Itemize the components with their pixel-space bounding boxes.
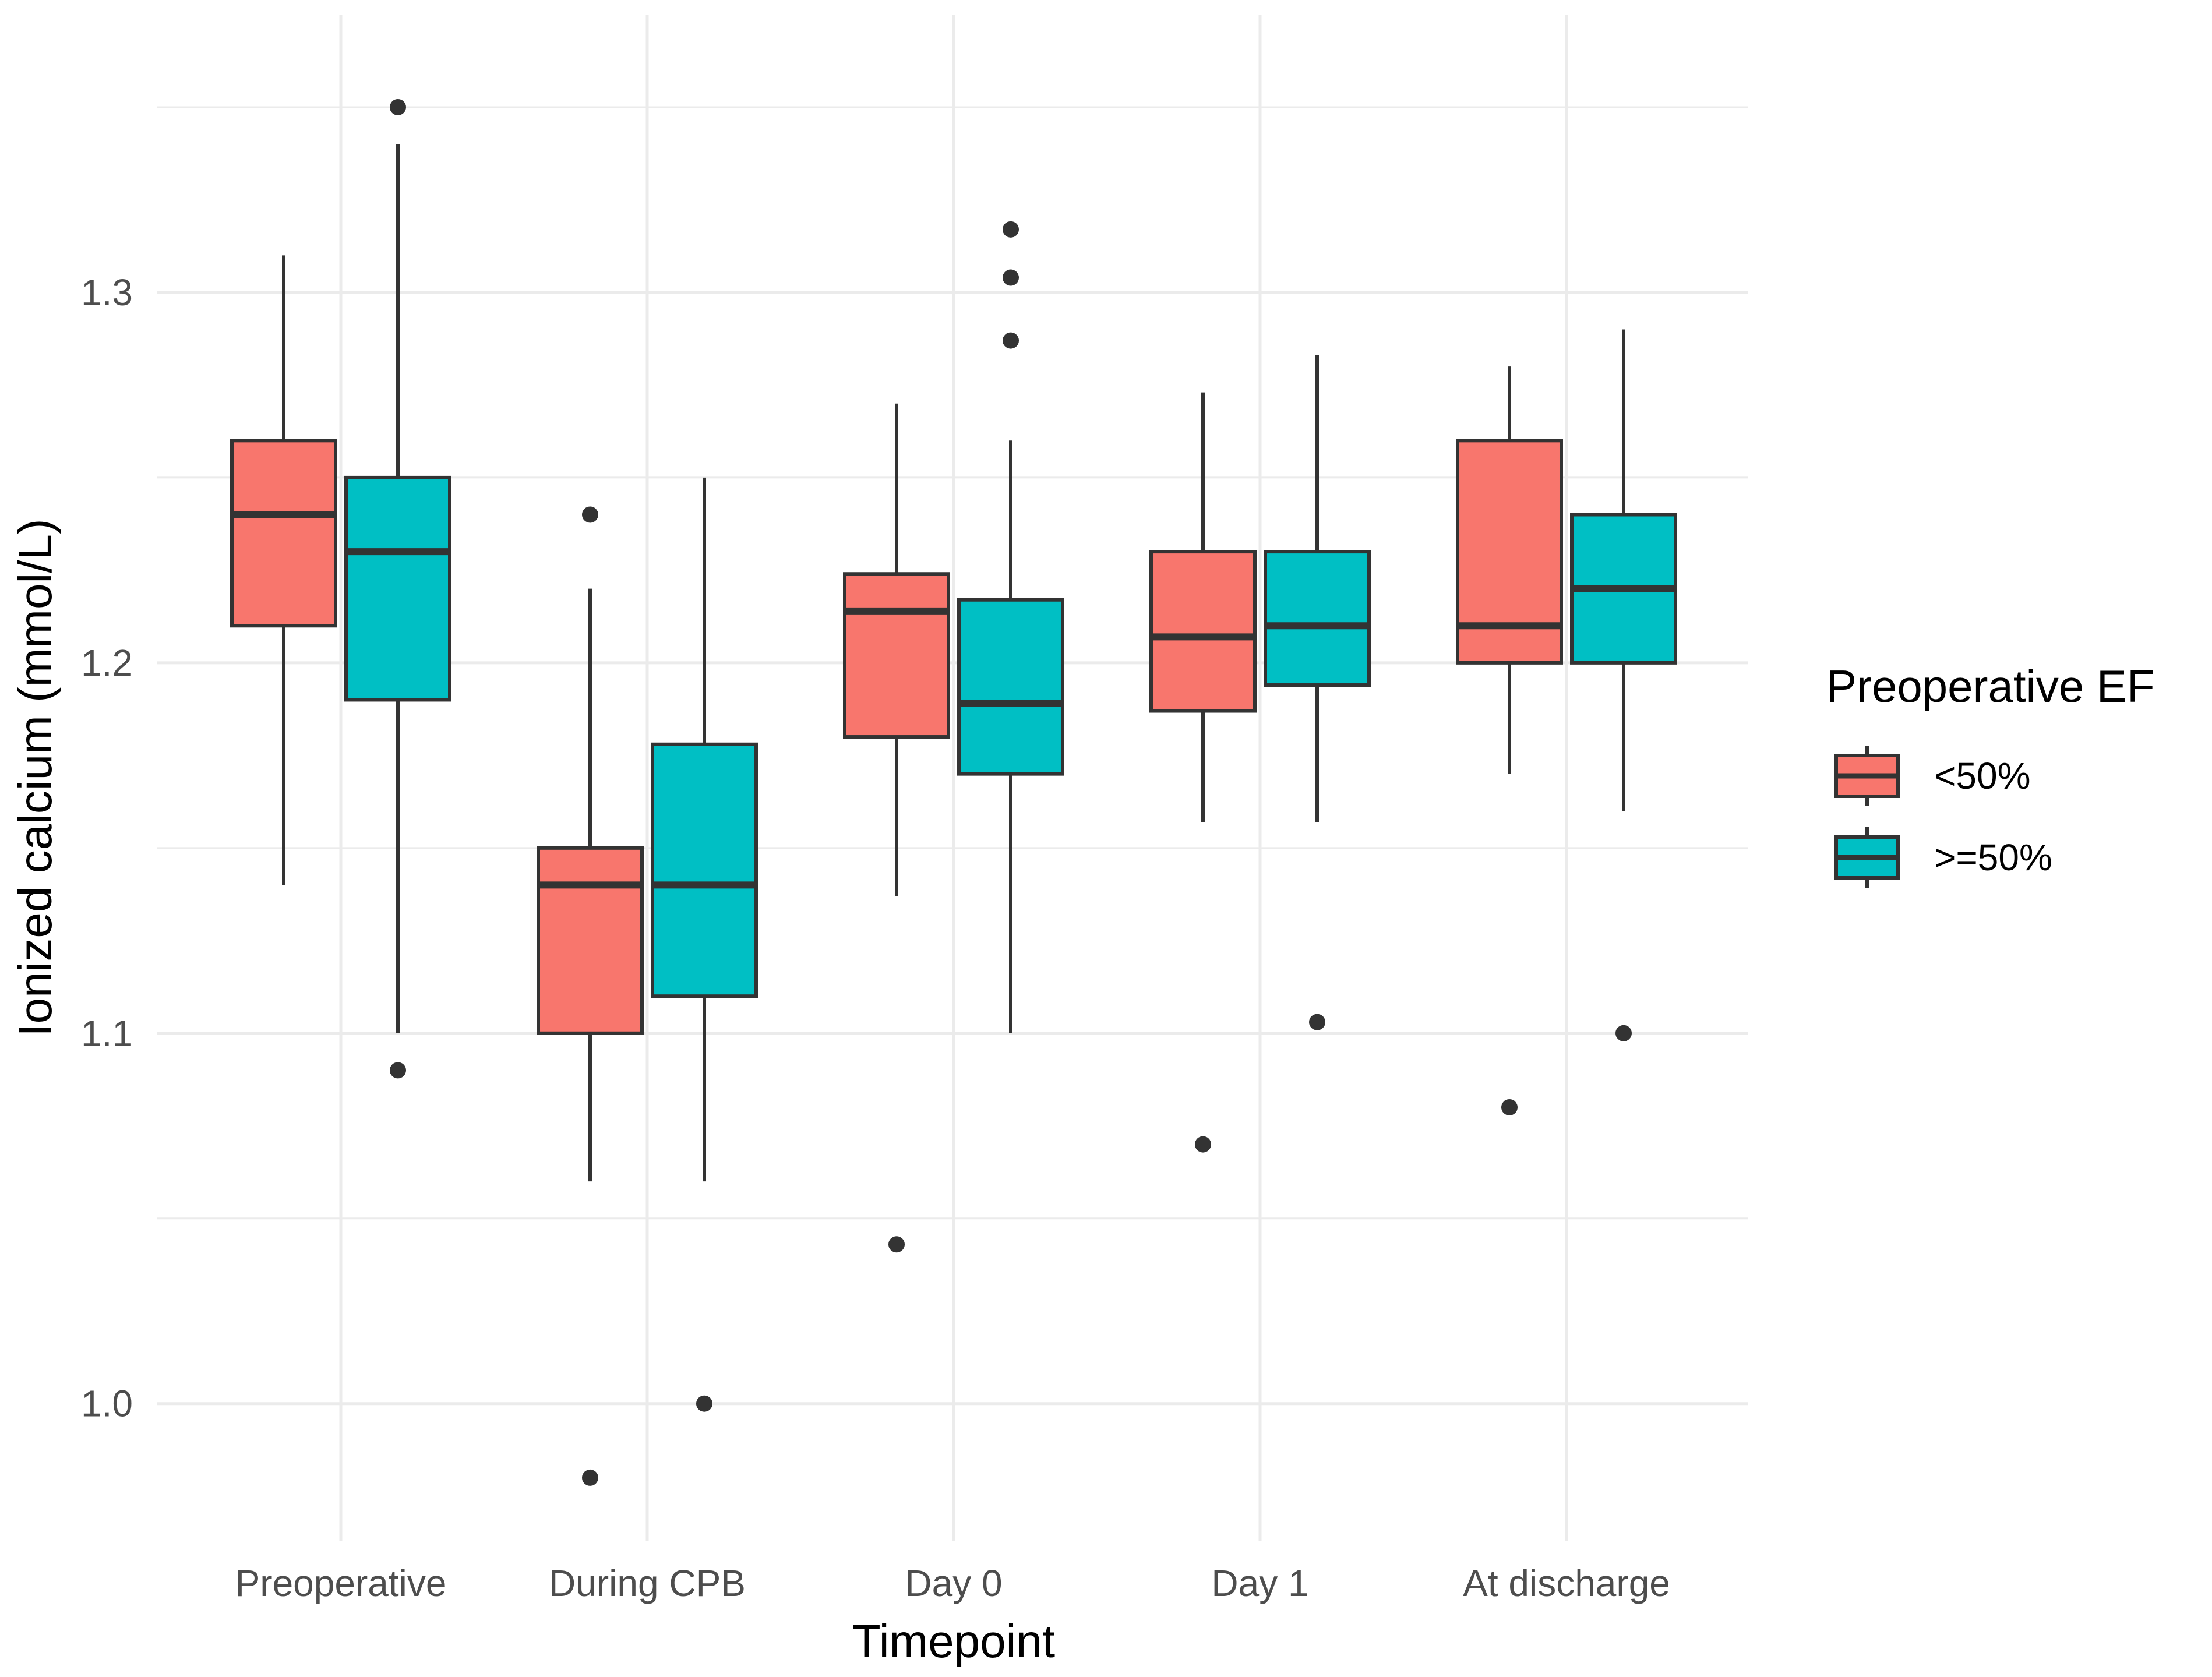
outlier-point	[582, 1469, 598, 1486]
outlier-point	[582, 506, 598, 523]
box-iqr	[1149, 550, 1257, 713]
outlier-point	[1195, 1136, 1211, 1153]
outlier-point	[696, 1395, 712, 1412]
y-tick-label: 1.0	[81, 1383, 133, 1425]
outlier-point	[390, 1062, 406, 1079]
box-iqr	[651, 742, 758, 998]
y-axis-tick-labels: 1.0 1.1 1.2 1.3	[81, 271, 133, 1425]
box-iqr	[843, 572, 950, 739]
major-gridlines	[157, 15, 1748, 1541]
outlier-point	[1615, 1025, 1632, 1041]
box-<50%-Day 0	[843, 403, 950, 1253]
legend-label: >=50%	[1934, 836, 2052, 878]
legend-title: Preoperative EF	[1826, 661, 2155, 712]
y-tick-label: 1.2	[81, 642, 133, 684]
legend-keys: <50% >=50%	[1834, 746, 2052, 888]
box->=50%-During CPB	[651, 477, 758, 1412]
legend: Preoperative EF <50% >=50%	[1826, 661, 2155, 888]
legend-key->=50%: >=50%	[1834, 827, 2052, 888]
outlier-point	[1501, 1099, 1518, 1115]
legend-key-<50%: <50%	[1834, 746, 2030, 806]
y-tick-label: 1.3	[81, 271, 133, 313]
box-<50%-During CPB	[537, 506, 644, 1486]
legend-label: <50%	[1934, 755, 2030, 797]
box-iqr	[344, 475, 451, 702]
x-tick-label: Preoperative	[235, 1562, 447, 1604]
box-elements	[230, 98, 1677, 1486]
box->=50%-Preoperative	[344, 98, 451, 1079]
box-iqr	[1456, 439, 1563, 665]
x-tick-label: During CPB	[549, 1562, 746, 1604]
box-iqr	[957, 598, 1064, 776]
y-tick-label: 1.1	[81, 1012, 133, 1054]
outlier-point	[1003, 269, 1019, 286]
y-axis-title: Ionized calcium (mmol/L)	[9, 518, 61, 1036]
outlier-point	[1309, 1014, 1325, 1030]
box-<50%-Preoperative	[230, 255, 337, 885]
outlier-point	[888, 1236, 905, 1253]
x-axis-title: Timepoint	[852, 1615, 1055, 1667]
box->=50%-Day 0	[957, 221, 1064, 1033]
box->=50%-At discharge	[1570, 329, 1677, 1041]
x-tick-label: Day 0	[905, 1562, 1002, 1604]
outlier-point	[1003, 332, 1019, 349]
outlier-point	[1003, 221, 1019, 238]
box-<50%-At discharge	[1456, 366, 1563, 1115]
box-<50%-Day 1	[1149, 392, 1257, 1153]
x-tick-label: Day 1	[1211, 1562, 1308, 1604]
box-iqr	[230, 439, 337, 628]
x-axis-tick-labels: Preoperative During CPB Day 0 Day 1 At disch…	[235, 1562, 1670, 1604]
outlier-point	[390, 98, 406, 115]
box-iqr	[537, 846, 644, 1035]
box-iqr	[1264, 550, 1371, 687]
x-tick-label: At discharge	[1463, 1562, 1670, 1604]
box->=50%-Day 1	[1264, 355, 1371, 1030]
